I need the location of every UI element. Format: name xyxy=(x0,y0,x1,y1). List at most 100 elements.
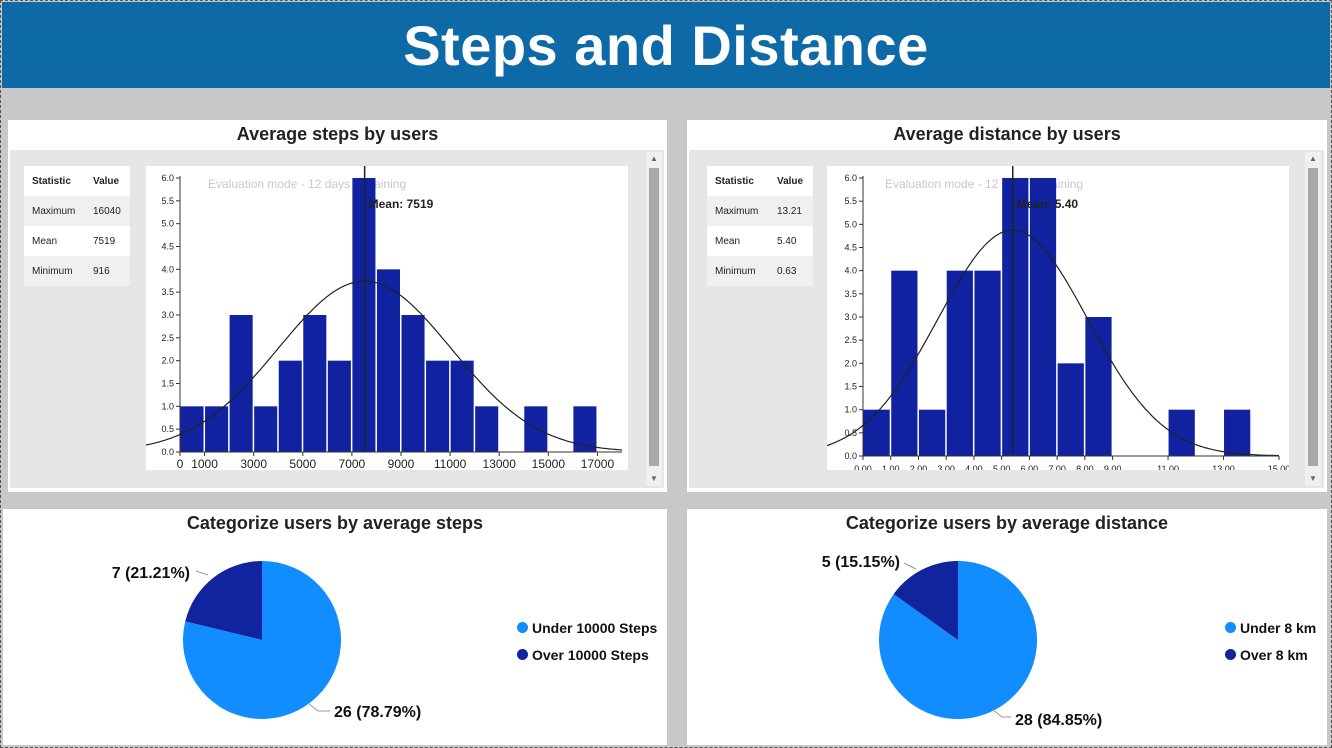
y-tick-label: 6.0 xyxy=(161,173,174,183)
legend-label: Under 10000 Steps xyxy=(532,619,658,636)
histogram-bar xyxy=(863,409,890,456)
page-title: Steps and Distance xyxy=(403,13,929,77)
histogram-bar xyxy=(974,270,1001,456)
steps-pie-svg: 26 (78.79%) 7 (21.21%) xyxy=(112,561,421,721)
x-tick-label: 6.00 xyxy=(1021,464,1039,470)
x-tick-label: 13000 xyxy=(483,457,517,470)
scroll-thumb[interactable] xyxy=(649,168,659,466)
x-tick-label: 13.00 xyxy=(1212,464,1235,470)
pie-data-label: 26 (78.79%) xyxy=(334,704,421,721)
legend-item: Over 8 km xyxy=(1225,641,1316,668)
pie-leader-line xyxy=(903,562,917,570)
y-tick-label: 2.0 xyxy=(161,356,174,366)
pie-leader-line xyxy=(991,708,1011,718)
histogram-bar xyxy=(426,360,450,452)
y-tick-label: 3.5 xyxy=(844,289,857,299)
y-tick-label: 0.0 xyxy=(844,451,857,461)
histogram-bar xyxy=(946,270,973,456)
stats-label: Minimum xyxy=(24,256,85,286)
x-tick-label: 15.00 xyxy=(1268,464,1289,470)
y-tick-label: 4.0 xyxy=(844,266,857,276)
x-tick-label: 9.00 xyxy=(1104,464,1122,470)
distance-pie-legend: Under 8 km Over 8 km xyxy=(1225,614,1316,668)
histogram-bar xyxy=(475,406,499,452)
y-tick-label: 6.0 xyxy=(844,173,857,183)
x-tick-label: 17000 xyxy=(581,457,615,470)
mean-label: Mean: 5.40 xyxy=(1017,197,1079,211)
legend-label: Over 8 km xyxy=(1240,646,1308,663)
x-tick-label: 8.00 xyxy=(1076,464,1094,470)
y-tick-label: 4.0 xyxy=(161,264,174,274)
normal-curve xyxy=(140,280,623,451)
legend-item: Over 10000 Steps xyxy=(517,641,657,668)
steps-pie-legend: Under 10000 Steps Over 10000 Steps xyxy=(517,614,657,668)
stats-header-value: Value xyxy=(92,175,120,187)
stats-label: Mean xyxy=(32,235,58,247)
x-tick-label: 4.00 xyxy=(965,464,983,470)
y-tick-label: 1.0 xyxy=(161,401,174,411)
histogram-bar xyxy=(1085,317,1112,456)
steps-histogram-title: Average steps by users xyxy=(236,124,439,144)
steps-scrollbar[interactable]: ▲ ▼ xyxy=(646,152,662,486)
steps-histogram-container: Statistic Value Maximum 16040 Mean 7519 Min… xyxy=(10,150,664,488)
x-tick-label: 11.00 xyxy=(1157,464,1179,470)
x-tick-label: 0.00 xyxy=(854,464,872,470)
x-tick-label: 1000 xyxy=(191,457,218,470)
x-tick-label: 11000 xyxy=(434,457,467,470)
distance-histogram-panel: Average distance by users Statistic Value… xyxy=(687,120,1327,492)
distance-pie-panel: Categorize users by average distance 28 … xyxy=(687,509,1327,745)
histogram-bar xyxy=(573,406,597,452)
steps-histogram-svg: 0.0 0.5 1.0 1.5 2.0 2.5 3.0 3.5 4.0 4.5 5.0 5.5 6.0 E… xyxy=(140,166,623,471)
x-tick-label: 9000 xyxy=(388,457,415,470)
stats-label: Mean xyxy=(715,235,741,247)
x-tick-label: 3000 xyxy=(240,457,267,470)
y-tick-label: 4.5 xyxy=(161,242,174,252)
y-tick-label: 2.5 xyxy=(161,333,174,343)
legend-dot-icon xyxy=(1225,622,1236,633)
y-tick-label: 0.5 xyxy=(161,424,174,434)
x-tick-label: 1.00 xyxy=(882,464,900,470)
stats-value: 7519 xyxy=(92,235,116,247)
steps-stats-table: Statistic Value Maximum 16040 Mean 7519 Min… xyxy=(24,166,130,286)
pie-leader-line xyxy=(195,570,209,576)
pie-slice xyxy=(879,561,1038,719)
pie-slice xyxy=(185,561,262,640)
y-tick-label: 5.0 xyxy=(844,219,857,229)
pie-data-label: 28 (84.85%) xyxy=(1015,712,1102,729)
y-tick-label: 5.5 xyxy=(161,196,174,206)
histogram-bar xyxy=(401,315,425,452)
y-tick-label: 0.0 xyxy=(161,447,174,457)
stats-header-statistic: Statistic xyxy=(32,175,71,187)
pie-data-label: 5 (15.15%) xyxy=(822,554,900,571)
legend-dot-icon xyxy=(1225,649,1236,660)
histogram-bar xyxy=(524,406,548,452)
stats-value: 916 xyxy=(84,256,130,286)
scroll-up-icon[interactable]: ▲ xyxy=(1309,154,1317,163)
y-tick-label: 5.5 xyxy=(844,196,857,206)
histogram-bar xyxy=(303,315,327,452)
histogram-bar xyxy=(891,270,918,456)
steps-histogram-plot: 0.0 0.5 1.0 1.5 2.0 2.5 3.0 3.5 4.0 4.5 5.0 5.5 6.0 E… xyxy=(140,166,628,471)
watermark-text: Evaluation mode - 12 days remaining xyxy=(208,177,406,191)
distance-histogram-plot: 0.0 0.5 1.0 1.5 2.0 2.5 3.0 3.5 4.0 4.5 5.0 5.5 6.0 E… xyxy=(825,166,1290,474)
y-tick-label: 1.5 xyxy=(161,379,174,389)
scroll-up-icon[interactable]: ▲ xyxy=(650,154,658,163)
y-tick-label: 3.0 xyxy=(844,312,857,322)
pie-leader-line xyxy=(307,702,330,712)
y-tick-label: 0.5 xyxy=(844,428,857,438)
stats-label: Maximum xyxy=(24,196,85,226)
distance-scrollbar[interactable]: ▲ ▼ xyxy=(1305,152,1321,486)
histogram-bar xyxy=(254,406,278,452)
stats-value: 0.63 xyxy=(768,256,813,286)
stats-label: Maximum xyxy=(707,196,769,226)
scroll-down-icon[interactable]: ▼ xyxy=(1309,474,1317,483)
scroll-down-icon[interactable]: ▼ xyxy=(650,474,658,483)
x-tick-label: 7000 xyxy=(339,457,366,470)
histogram-bar xyxy=(1029,178,1057,456)
histogram-bar xyxy=(278,360,302,452)
legend-dot-icon xyxy=(517,649,528,660)
scroll-thumb[interactable] xyxy=(1308,168,1318,466)
y-tick-label: 3.5 xyxy=(161,287,174,297)
legend-item: Under 8 km xyxy=(1225,614,1316,641)
mean-label: Mean: 7519 xyxy=(369,197,434,211)
